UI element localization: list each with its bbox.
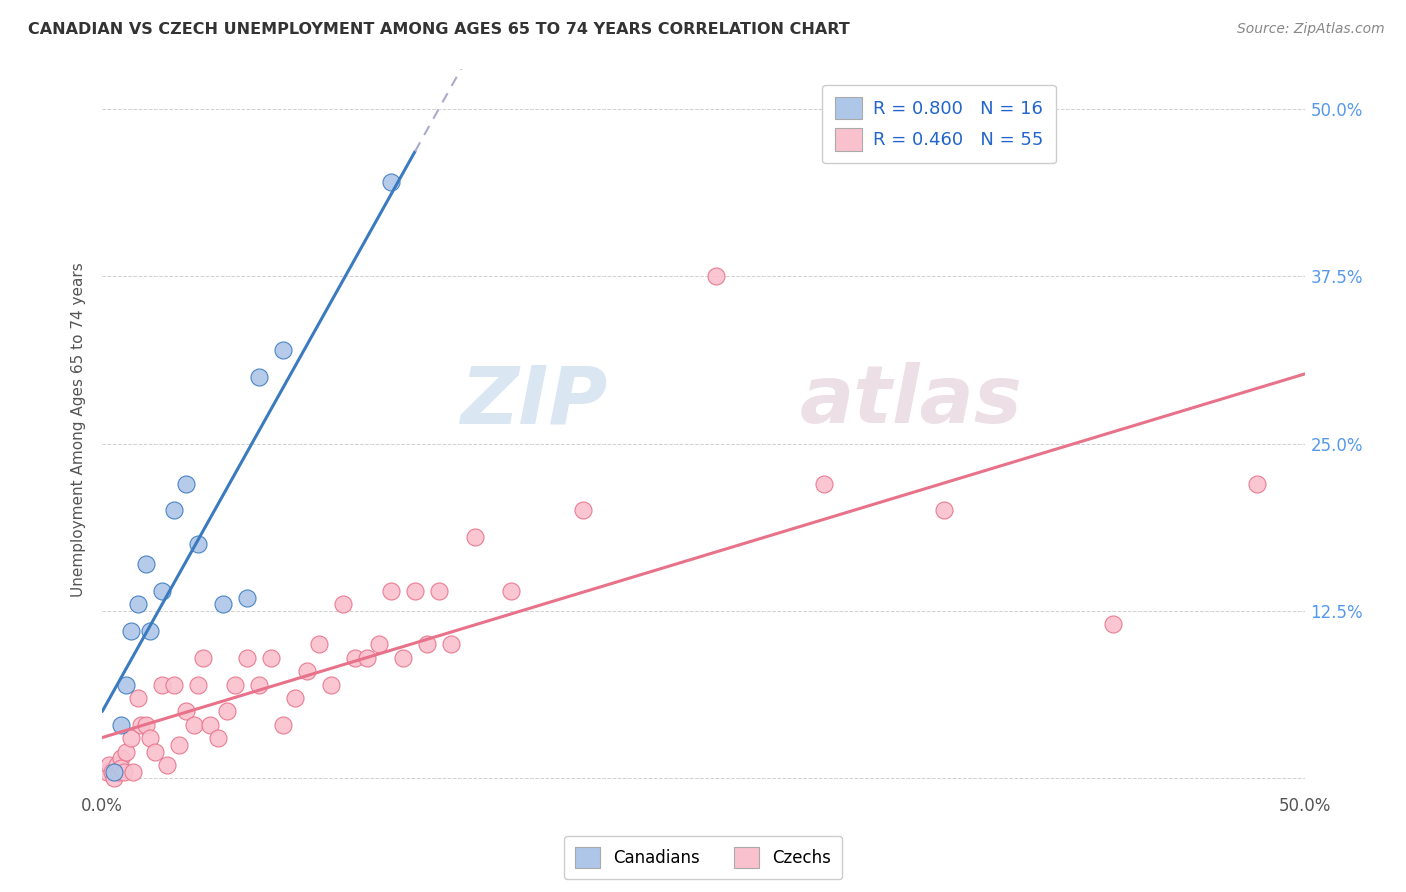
Point xyxy=(101,764,124,779)
Point xyxy=(163,677,186,691)
Point xyxy=(368,637,391,651)
Text: Source: ZipAtlas.com: Source: ZipAtlas.com xyxy=(1237,22,1385,37)
Point xyxy=(295,664,318,678)
Point xyxy=(271,343,294,357)
Point xyxy=(704,269,727,284)
Point xyxy=(112,764,135,779)
Legend: R = 0.800   N = 16, R = 0.460   N = 55: R = 0.800 N = 16, R = 0.460 N = 55 xyxy=(823,85,1056,163)
Point xyxy=(110,761,132,775)
Point xyxy=(127,597,149,611)
Point xyxy=(934,503,956,517)
Point xyxy=(98,758,121,772)
Text: CANADIAN VS CZECH UNEMPLOYMENT AMONG AGES 65 TO 74 YEARS CORRELATION CHART: CANADIAN VS CZECH UNEMPLOYMENT AMONG AGE… xyxy=(28,22,849,37)
Point xyxy=(235,650,257,665)
Point xyxy=(135,557,157,571)
Point xyxy=(440,637,463,651)
Point xyxy=(129,717,152,731)
Point xyxy=(110,751,132,765)
Point xyxy=(187,537,209,551)
Point xyxy=(1102,617,1125,632)
Point xyxy=(163,503,186,517)
Point xyxy=(813,476,835,491)
Point xyxy=(356,650,378,665)
Point xyxy=(167,738,190,752)
Point xyxy=(108,764,131,779)
Point xyxy=(416,637,439,651)
Point xyxy=(115,745,138,759)
Text: atlas: atlas xyxy=(800,362,1022,440)
Point xyxy=(122,764,145,779)
Point xyxy=(200,717,222,731)
Point xyxy=(115,677,138,691)
Point xyxy=(224,677,246,691)
Point xyxy=(284,690,307,705)
Point xyxy=(120,624,142,638)
Point xyxy=(187,677,209,691)
Point xyxy=(176,704,198,718)
Point xyxy=(150,677,173,691)
Point xyxy=(139,731,162,746)
Point xyxy=(308,637,330,651)
Point xyxy=(211,597,233,611)
Point xyxy=(150,583,173,598)
Point xyxy=(247,369,270,384)
Point xyxy=(404,583,426,598)
Text: ZIP: ZIP xyxy=(460,362,607,440)
Point xyxy=(176,476,198,491)
Point xyxy=(572,503,595,517)
Point xyxy=(247,677,270,691)
Point xyxy=(193,650,215,665)
Point xyxy=(271,717,294,731)
Point xyxy=(183,717,205,731)
Point xyxy=(143,745,166,759)
Point xyxy=(343,650,366,665)
Point xyxy=(120,731,142,746)
Point xyxy=(235,591,257,605)
Point xyxy=(105,758,128,772)
Point xyxy=(501,583,523,598)
Point xyxy=(139,624,162,638)
Point xyxy=(217,704,239,718)
Point xyxy=(427,583,450,598)
Point xyxy=(380,175,402,189)
Point xyxy=(207,731,229,746)
Point xyxy=(260,650,283,665)
Y-axis label: Unemployment Among Ages 65 to 74 years: Unemployment Among Ages 65 to 74 years xyxy=(72,263,86,598)
Point xyxy=(464,530,486,544)
Point xyxy=(392,650,415,665)
Point xyxy=(1246,476,1268,491)
Point xyxy=(103,772,125,786)
Point xyxy=(156,758,179,772)
Point xyxy=(135,717,157,731)
Point xyxy=(127,690,149,705)
Point xyxy=(332,597,354,611)
Point xyxy=(103,764,125,779)
Point xyxy=(110,717,132,731)
Legend: Canadians, Czechs: Canadians, Czechs xyxy=(564,836,842,880)
Point xyxy=(380,583,402,598)
Point xyxy=(319,677,342,691)
Point xyxy=(96,764,118,779)
